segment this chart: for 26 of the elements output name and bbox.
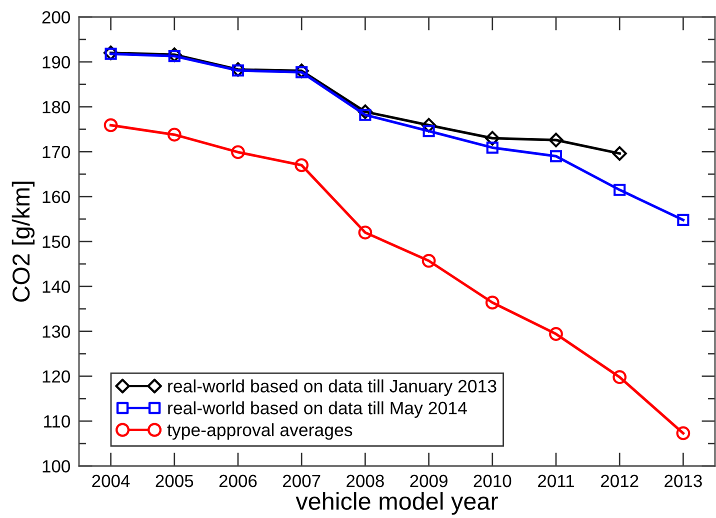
legend-label: real-world based on data till January 2013 xyxy=(168,379,496,396)
y-tick-label: 100 xyxy=(42,460,70,473)
y-tick-label: 160 xyxy=(42,190,70,204)
x-tick-label: 2011 xyxy=(538,474,574,488)
x-tick-label: 2013 xyxy=(664,474,702,488)
x-tick-label: 2010 xyxy=(474,474,512,488)
legend-label: type-approval averages xyxy=(167,423,352,440)
y-tick-label: 120 xyxy=(42,370,70,383)
y-axis-title: CO2 [g/km] xyxy=(12,182,35,302)
y-tick-label: 180 xyxy=(42,100,70,114)
x-tick-label: 2006 xyxy=(219,474,257,488)
y-tick-label: 130 xyxy=(42,325,70,338)
y-tick-label: 110 xyxy=(44,415,70,428)
x-tick-label: 2004 xyxy=(92,474,130,488)
x-tick-label: 2005 xyxy=(156,474,194,488)
y-tick-label: 140 xyxy=(42,280,70,293)
x-tick-label: 2012 xyxy=(601,474,638,488)
y-tick-label: 200 xyxy=(42,11,70,24)
x-axis-title: vehicle model year xyxy=(296,492,498,515)
legend-label: real-world based on data till May 2014 xyxy=(168,401,467,418)
y-tick-label: 190 xyxy=(42,56,70,68)
y-tick-label: 150 xyxy=(42,236,70,248)
x-tick-label: 2009 xyxy=(410,474,448,488)
x-tick-label: 2007 xyxy=(283,474,320,488)
y-tick-label: 170 xyxy=(42,146,70,158)
x-tick-label: 2008 xyxy=(346,474,384,488)
